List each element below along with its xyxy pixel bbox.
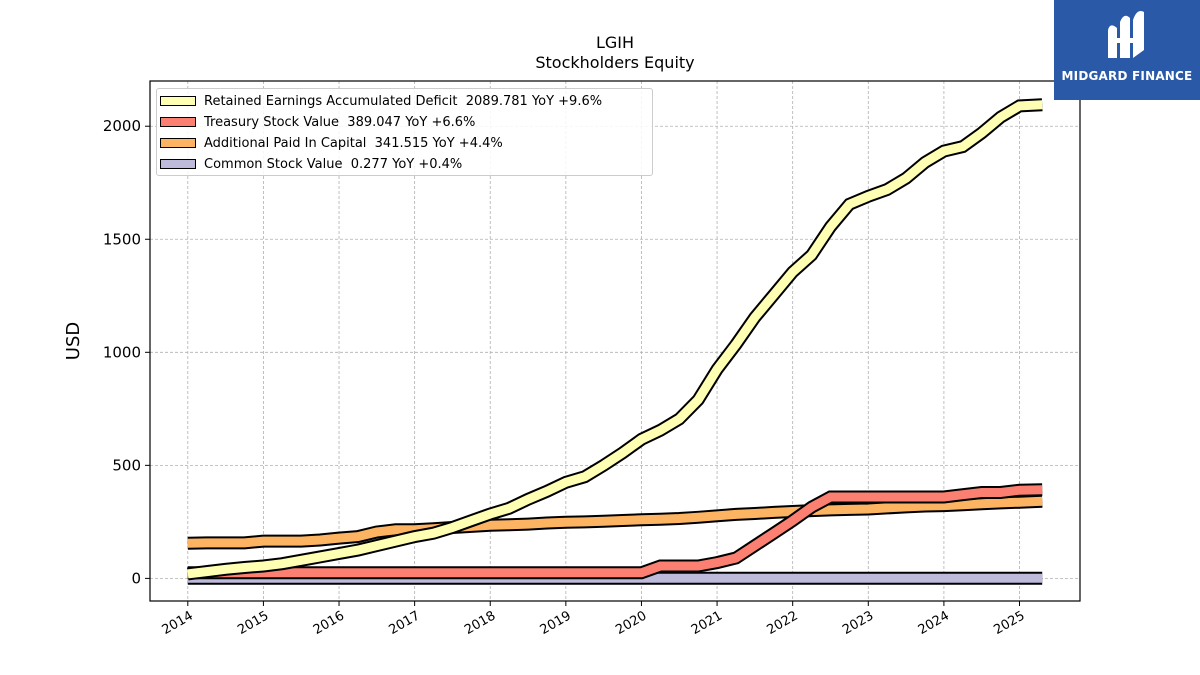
legend-swatch-additional-paid-in-capital (160, 138, 196, 148)
x-tick-label-2015: 2015 (235, 608, 271, 638)
series-line-treasury-stock-value (187, 485, 1043, 578)
y-axis-label: USD (63, 322, 84, 360)
legend-item-additional-paid-in-capital: Additional Paid In Capital 341.515 YoY +… (160, 134, 503, 152)
y-tick-label-0: 0 (131, 569, 141, 587)
x-tick-label-2019: 2019 (538, 608, 574, 638)
midgard-finance-logo: MIDGARD FINANCE (1054, 0, 1200, 100)
legend-swatch-treasury-stock (160, 117, 196, 127)
midgard-logo-icon (1108, 11, 1144, 58)
legend-label-additional-paid-in-capital: Additional Paid In Capital 341.515 YoY +… (204, 135, 503, 151)
y-tick-label-2000: 2000 (103, 117, 141, 135)
x-tick-label-2023: 2023 (840, 608, 876, 638)
x-tick-label-2024: 2024 (916, 608, 952, 638)
chart-legend: Retained Earnings Accumulated Deficit 20… (156, 88, 653, 176)
x-tick-label-2021: 2021 (689, 608, 725, 638)
legend-item-retained-earnings: Retained Earnings Accumulated Deficit 20… (160, 92, 602, 110)
y-tick-label-500: 500 (112, 456, 141, 474)
chart-title: LGIH (595, 33, 635, 52)
logo-text: MIDGARD FINANCE (1061, 69, 1193, 83)
y-tick-label-1500: 1500 (103, 230, 141, 248)
legend-item-treasury-stock: Treasury Stock Value 389.047 YoY +6.6% (160, 113, 475, 131)
y-tick-label-1000: 1000 (103, 343, 141, 361)
x-tick-label-2020: 2020 (613, 608, 649, 638)
legend-item-common-stock: Common Stock Value 0.277 YoY +0.4% (160, 155, 462, 173)
legend-swatch-common-stock (160, 159, 196, 169)
axes-frame (149, 80, 1081, 602)
x-tick-label-2014: 2014 (160, 608, 196, 638)
x-tick-label-2022: 2022 (765, 608, 801, 638)
series-line-additional-paid-in-capital (187, 496, 1043, 548)
x-tick-label-2017: 2017 (386, 608, 422, 638)
legend-label-retained-earnings: Retained Earnings Accumulated Deficit 20… (204, 93, 603, 109)
legend-label-common-stock: Common Stock Value 0.277 YoY +0.4% (204, 156, 463, 172)
x-tick-label-2018: 2018 (462, 608, 498, 638)
chart-subtitle: Stockholders Equity (535, 53, 695, 72)
x-tick-label-2025: 2025 (991, 608, 1027, 638)
x-tick-label-2016: 2016 (311, 608, 347, 638)
series-line-retained-earnings-accumulated-deficit (187, 100, 1043, 579)
legend-swatch-retained-earnings (160, 96, 196, 106)
legend-label-treasury-stock: Treasury Stock Value 389.047 YoY +6.6% (204, 114, 476, 130)
